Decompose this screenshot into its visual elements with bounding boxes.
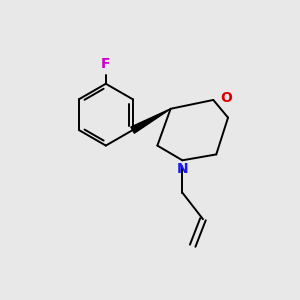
Text: N: N: [177, 162, 188, 176]
Polygon shape: [131, 109, 171, 133]
Text: O: O: [220, 92, 232, 106]
Text: F: F: [101, 57, 111, 71]
